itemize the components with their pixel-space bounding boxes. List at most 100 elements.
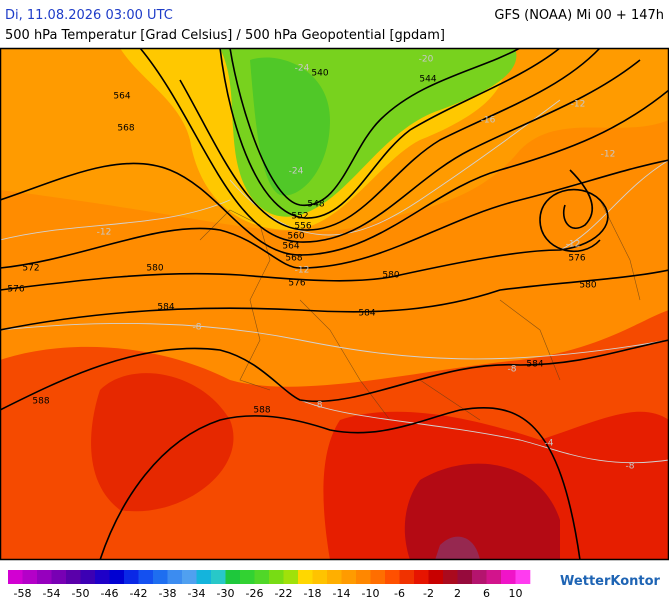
contour-label: 572 — [22, 264, 39, 274]
colorbar-swatch — [8, 570, 23, 584]
date-header: Di, 11.08.2026 03:00 UTC — [5, 8, 173, 23]
colorbar-tick-label: -2 — [423, 587, 434, 600]
colorbar-swatch — [486, 570, 502, 584]
contour-label: 564 — [113, 92, 130, 102]
colorbar-swatch — [109, 570, 125, 584]
extreme-zone — [435, 536, 480, 560]
colorbar-swatch — [254, 570, 270, 584]
contour-label: 580 — [146, 264, 163, 274]
contour-label: 584 — [358, 309, 375, 319]
colorbar-swatch — [443, 570, 458, 584]
temperature-label: -4 — [545, 439, 554, 449]
contour-label: 576 — [288, 279, 305, 289]
colorbar-tick-label: 6 — [483, 587, 490, 600]
colorbar-tick-label: -18 — [304, 587, 322, 600]
colorbar-swatch — [37, 570, 52, 584]
colorbar-swatch — [399, 570, 415, 584]
colorbar-swatch — [298, 570, 313, 584]
temperature-label: -16 — [481, 116, 496, 126]
colorbar-tick-label: -10 — [362, 587, 380, 600]
colorbar-swatch — [225, 570, 241, 584]
colorbar-tick-label: -58 — [14, 587, 32, 600]
colorbar-swatch — [80, 570, 96, 584]
colorbar-swatch — [51, 570, 67, 584]
temperature-label: -8 — [193, 323, 202, 333]
colorbar-tick-label: -26 — [246, 587, 264, 600]
colorbar-swatch — [167, 570, 183, 584]
colorbar-swatch — [428, 570, 444, 584]
colorbar-tick-label: -22 — [275, 587, 293, 600]
colorbar-swatch — [341, 570, 357, 584]
colorbar-tick-label: -42 — [130, 587, 148, 600]
logo: WetterKontor — [560, 574, 661, 589]
map: 540 544 564 568 548 552 556 560 564 568 … — [0, 48, 669, 560]
contour-label: 588 — [32, 397, 49, 407]
temperature-label: -12 — [566, 240, 581, 250]
contour-label: 540 — [311, 69, 328, 79]
colorbar-swatch — [211, 570, 226, 584]
temperature-label: -12 — [97, 228, 112, 238]
contour-label: 576 — [7, 285, 24, 295]
contour-label: 584 — [526, 360, 543, 370]
temperature-label: -12 — [571, 100, 586, 110]
colorbar-tick-label: -54 — [43, 587, 61, 600]
temperature-labels: -24 -20 -24 -12 -12 -12 -16 -12 -12 -8 -… — [97, 55, 635, 472]
colorbar-swatch — [501, 570, 516, 584]
contour-label: 568 — [285, 254, 302, 264]
colorbar-swatch — [66, 570, 81, 584]
colorbar-swatch — [124, 570, 139, 584]
colorbar-swatch — [385, 570, 400, 584]
colorbar-swatch — [240, 570, 255, 584]
colorbar-swatch — [414, 570, 429, 584]
colorbar-swatch — [22, 570, 38, 584]
colorbar-swatch — [153, 570, 168, 584]
contour-label: 568 — [117, 124, 134, 134]
subtitle: 500 hPa Temperatur [Grad Celsius] / 500 … — [5, 28, 445, 43]
contour-label: 564 — [282, 242, 299, 252]
model-header: GFS (NOAA) Mi 00 + 147h — [494, 8, 664, 23]
temperature-label: -24 — [295, 64, 310, 74]
temperature-label: -8 — [314, 401, 323, 411]
colorbar-tick-label: -34 — [188, 587, 206, 600]
contour-label: 584 — [157, 303, 174, 313]
colorbar-swatch — [138, 570, 154, 584]
colorbar-swatch — [95, 570, 110, 584]
colorbar-tick-label: -14 — [333, 587, 351, 600]
colorbar-tick-label: 2 — [454, 587, 461, 600]
cold-core-inner — [250, 57, 330, 196]
hot-spot — [91, 373, 234, 512]
temperature-label: -12 — [601, 150, 616, 160]
colorbar-swatch — [269, 570, 284, 584]
colorbar-swatch — [356, 570, 371, 584]
colorbar-tick-label: -50 — [72, 587, 90, 600]
contour-label: 580 — [382, 271, 399, 281]
contour-label: 552 — [291, 212, 308, 222]
colorbar-swatch — [472, 570, 487, 584]
contour-label: 556 — [294, 222, 311, 232]
temperature-label: -24 — [289, 167, 304, 177]
contour-label: 560 — [287, 232, 304, 242]
colorbar-swatch — [283, 570, 299, 584]
temperature-label: -8 — [626, 462, 635, 472]
contour-label: 580 — [579, 281, 596, 291]
colorbar-swatch — [327, 570, 342, 584]
contour-labels: 540 544 564 568 548 552 556 560 564 568 … — [7, 69, 596, 416]
contour-label: 588 — [253, 406, 270, 416]
contour-label: 576 — [568, 254, 585, 264]
colorbar-swatch — [312, 570, 328, 584]
colorbar-swatch — [515, 570, 531, 584]
contour-label: 544 — [419, 75, 436, 85]
colorbar-tick-label: 10 — [509, 587, 523, 600]
colorbar-swatch — [182, 570, 197, 584]
temperature-label: -8 — [508, 365, 517, 375]
colorbar-swatch — [370, 570, 386, 584]
colorbar-swatch — [457, 570, 473, 584]
colorbar-tick-label: -38 — [159, 587, 177, 600]
temperature-label: -20 — [419, 55, 434, 65]
colorbar-tick-label: -6 — [394, 587, 405, 600]
colorbar-tick-label: -46 — [101, 587, 119, 600]
colorbar-swatch — [196, 570, 212, 584]
colorbar-tick-label: -30 — [217, 587, 235, 600]
